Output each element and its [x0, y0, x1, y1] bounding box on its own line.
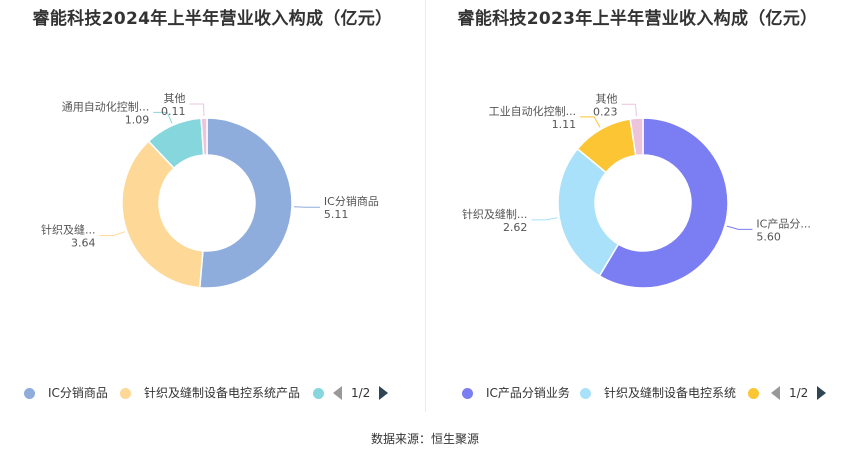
slice-label: 针织及缝...	[41, 223, 96, 237]
legend-dot	[120, 388, 131, 399]
slice-value: 5.11	[324, 208, 349, 221]
donut-slice[interactable]	[629, 117, 644, 157]
legend-label: 针织及缝制设备电控系统产品	[144, 386, 301, 400]
slice-value: 1.11	[552, 118, 577, 131]
legend-page-indicator: 1/2	[789, 386, 809, 400]
legend-dot	[313, 388, 324, 399]
donut-slice[interactable]	[200, 117, 208, 156]
donut-slice[interactable]	[598, 117, 729, 289]
panel-divider	[425, 0, 426, 412]
leader-line	[621, 103, 637, 117]
leader-line	[726, 225, 753, 230]
leader-line	[531, 217, 558, 221]
legend-page-indicator: 1/2	[351, 386, 371, 400]
data-source: 数据来源：恒生聚源	[370, 432, 479, 446]
legend-dot	[580, 388, 591, 399]
slice-label: 针织及缝制...	[462, 207, 528, 221]
leader-line	[580, 116, 601, 128]
slice-label: 通用自动化控制...	[62, 99, 150, 113]
slice-label: 其他	[164, 92, 186, 105]
legend-dot	[462, 388, 473, 399]
slice-value: 0.11	[161, 105, 186, 118]
chart-title: 睿能科技2023年上半年营业收入构成（亿元）	[457, 9, 818, 29]
legend-dot	[24, 388, 35, 399]
slice-value: 3.64	[71, 237, 96, 250]
legend: IC产品分销业务 针织及缝制设备电控系统 1/2	[425, 383, 850, 405]
slice-label: 其他	[596, 92, 618, 105]
leader-line	[189, 103, 205, 117]
donut-chart-2023: IC产品分...5.60 针织及缝制...2.62 工业自动化控制...1.11 其他…	[462, 92, 811, 289]
slice-label: IC分销商品	[324, 194, 379, 208]
leader-line	[293, 206, 320, 208]
legend-label: IC产品分销业务	[486, 386, 570, 400]
legend-label: 针织及缝制设备电控系统	[604, 386, 737, 400]
prev-page-icon[interactable]	[333, 386, 342, 400]
legend-label: IC分销商品	[48, 386, 108, 400]
next-page-icon[interactable]	[817, 386, 826, 400]
slice-value: 2.62	[503, 221, 528, 234]
slice-label: IC产品分...	[756, 216, 810, 230]
prev-page-icon[interactable]	[771, 386, 780, 400]
legend: IC分销商品 针织及缝制设备电控系统产品 1/2	[0, 383, 425, 405]
next-page-icon[interactable]	[379, 386, 388, 400]
chart-panel-2024: 睿能科技2024年上半年营业收入构成（亿元） IC分销商品 5.11 针织及缝...…	[0, 0, 425, 415]
legend-dot	[748, 388, 759, 399]
slice-value: 0.23	[593, 105, 618, 118]
leader-line	[153, 111, 173, 124]
slice-value: 1.09	[125, 113, 150, 126]
donut-slice[interactable]	[121, 140, 204, 289]
slice-label: 工业自动化控制...	[489, 104, 577, 118]
chart-title: 睿能科技2024年上半年营业收入构成（亿元）	[32, 9, 393, 29]
donut-slice[interactable]	[557, 147, 620, 277]
leader-line	[99, 231, 126, 237]
chart-panel-2023: 睿能科技2023年上半年营业收入构成（亿元） IC产品分... 5.60 针织及缝制…	[425, 0, 850, 415]
donut-slice[interactable]	[198, 117, 293, 289]
slice-value: 5.60	[756, 230, 781, 243]
